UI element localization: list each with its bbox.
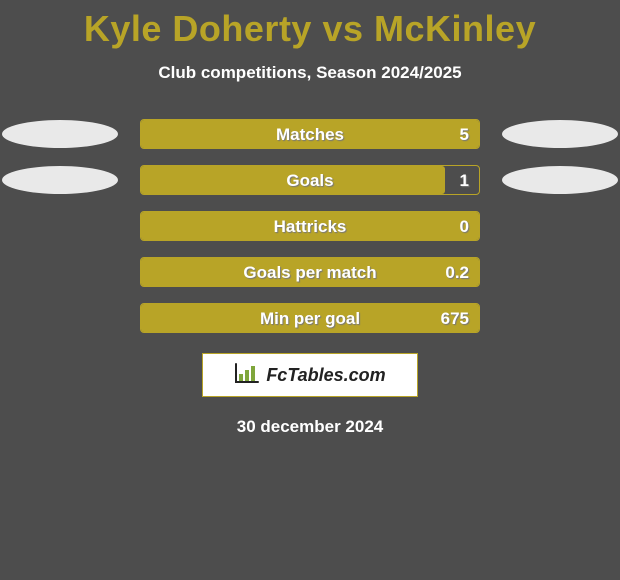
stat-row: Hattricks 0 (0, 211, 620, 241)
player-a-name: Kyle Doherty (84, 8, 312, 49)
stat-bar: Min per goal 675 (140, 303, 480, 333)
title-vs: vs (322, 8, 363, 49)
stat-value-right: 0.2 (445, 258, 469, 288)
stat-bar: Hattricks 0 (140, 211, 480, 241)
stats-list: Matches 5 Goals 1 Hattricks 0 (0, 119, 620, 333)
stat-label: Matches (141, 120, 479, 150)
page-title: Kyle Doherty vs McKinley (0, 0, 620, 49)
stat-row: Goals 1 (0, 165, 620, 195)
stat-label: Goals (141, 166, 479, 196)
stat-row: Matches 5 (0, 119, 620, 149)
stat-bar: Goals 1 (140, 165, 480, 195)
player-b-marker (502, 166, 618, 194)
stat-label: Goals per match (141, 258, 479, 288)
fctables-logo[interactable]: FcTables.com (202, 353, 418, 397)
stat-row: Goals per match 0.2 (0, 257, 620, 287)
player-b-marker (502, 120, 618, 148)
stat-value-right: 5 (460, 120, 469, 150)
stat-row: Min per goal 675 (0, 303, 620, 333)
player-a-marker (2, 120, 118, 148)
stat-label: Min per goal (141, 304, 479, 334)
report-date: 30 december 2024 (0, 417, 620, 437)
stat-value-right: 1 (460, 166, 469, 196)
stat-value-right: 0 (460, 212, 469, 242)
page-root: Kyle Doherty vs McKinley Club competitio… (0, 0, 620, 580)
fctables-logo-text: FcTables.com (266, 365, 385, 386)
stat-label: Hattricks (141, 212, 479, 242)
player-b-name: McKinley (374, 8, 536, 49)
chart-icon (234, 362, 260, 389)
stat-value-right: 675 (441, 304, 469, 334)
page-subtitle: Club competitions, Season 2024/2025 (0, 63, 620, 83)
stat-bar: Goals per match 0.2 (140, 257, 480, 287)
stat-bar: Matches 5 (140, 119, 480, 149)
player-a-marker (2, 166, 118, 194)
